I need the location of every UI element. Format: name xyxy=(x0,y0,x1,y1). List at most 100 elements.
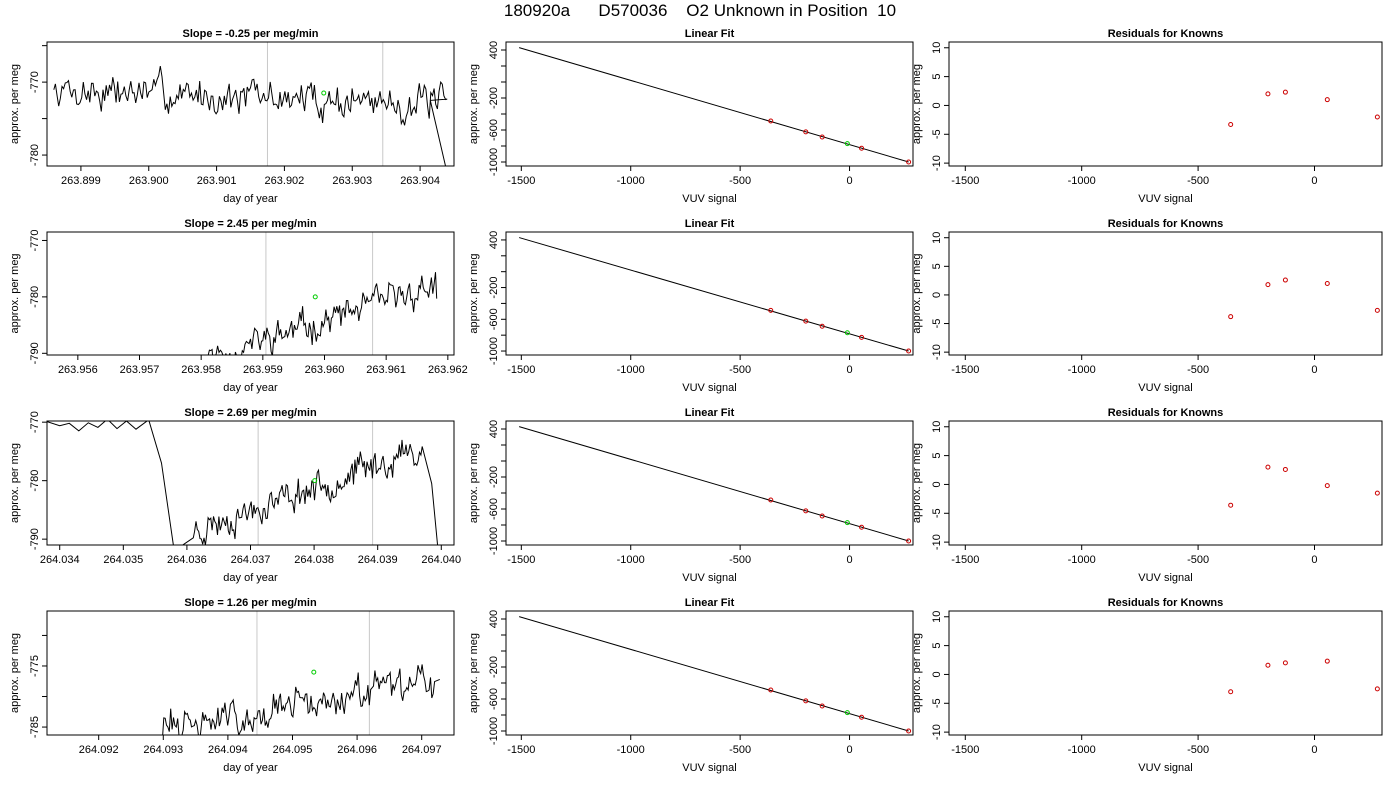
y-axis-label: approx. per meg xyxy=(911,253,923,333)
known-point xyxy=(819,703,825,709)
y-tick-label: -780 xyxy=(29,286,41,308)
panel-title: Slope = 1.26 per meg/min xyxy=(184,597,317,609)
known-point xyxy=(1324,97,1330,103)
y-tick-label: 400 xyxy=(488,41,500,59)
x-tick-label: 264.034 xyxy=(40,554,80,566)
known-point xyxy=(1282,660,1288,666)
panel-title: Linear Fit xyxy=(685,28,735,40)
panel-title: Slope = 2.69 per meg/min xyxy=(184,407,317,419)
plot-area xyxy=(207,272,438,355)
y-tick-label: 5 xyxy=(931,453,943,459)
x-tick-label: -1500 xyxy=(951,554,979,566)
known-point xyxy=(1265,282,1271,288)
panel-title: Linear Fit xyxy=(685,597,735,609)
y-tick-label: -600 xyxy=(488,308,500,330)
known-point xyxy=(859,524,865,530)
known-point xyxy=(1324,483,1330,489)
x-tick-label: -500 xyxy=(1187,744,1209,756)
y-tick-label: -780 xyxy=(29,144,41,166)
panel-7: Slope = 2.69 per meg/min 264.034 264.035 26… xyxy=(9,407,461,584)
x-axis-label: VUV signal xyxy=(1138,762,1192,774)
known-point xyxy=(768,687,774,693)
y-axis-label: approx. per meg xyxy=(911,633,923,713)
x-tick-label: 0 xyxy=(846,554,852,566)
data-trace xyxy=(53,66,448,166)
x-tick-label: 263.958 xyxy=(181,364,221,376)
panel-title: Linear Fit xyxy=(685,407,735,419)
known-point xyxy=(1282,277,1288,283)
y-tick-label: -200 xyxy=(488,656,500,678)
panel-4: Slope = 2.45 per meg/min 263.956 263.957 26… xyxy=(9,218,468,394)
panel-title: Slope = -0.25 per meg/min xyxy=(182,28,318,40)
y-tick-label: -770 xyxy=(29,229,41,251)
x-tick-label: 264.093 xyxy=(143,744,183,756)
x-tick-label: 263.903 xyxy=(332,175,372,187)
y-tick-label: 400 xyxy=(488,420,500,438)
y-tick-label: -200 xyxy=(488,277,500,299)
y-axis-label: approx. per meg xyxy=(911,64,923,144)
data-trace xyxy=(47,421,439,545)
x-axis-label: VUV signal xyxy=(682,382,736,394)
panel-11: Linear Fit -1500 -1000 -500 0 -1000 -600 -200 40… xyxy=(468,597,914,774)
x-tick-label: -1500 xyxy=(951,744,979,756)
known-point xyxy=(803,129,809,135)
x-tick-label: -1000 xyxy=(1068,175,1096,187)
y-tick-label: -5 xyxy=(931,508,943,518)
plot-frame xyxy=(46,420,455,546)
x-tick-label: 264.040 xyxy=(421,554,461,566)
x-tick-label: 264.035 xyxy=(103,554,143,566)
known-point xyxy=(768,497,774,503)
plot-frame xyxy=(948,610,1383,736)
y-tick-label: -5 xyxy=(931,319,943,329)
panel-title: Residuals for Knowns xyxy=(1108,28,1224,40)
y-axis-label: approx. per meg xyxy=(9,443,21,523)
y-axis-label: approx. per meg xyxy=(468,633,480,713)
known-point xyxy=(1374,490,1380,496)
y-tick-label: 5 xyxy=(931,643,943,649)
known-point xyxy=(1374,686,1380,692)
unknown-point xyxy=(844,710,850,716)
y-tick-label: -775 xyxy=(29,655,41,677)
x-tick-label: -500 xyxy=(1187,175,1209,187)
x-axis-label: VUV signal xyxy=(682,762,736,774)
x-tick-label: 263.956 xyxy=(58,364,98,376)
plot-frame xyxy=(505,231,914,356)
plot-area xyxy=(162,664,440,735)
x-tick-label: 0 xyxy=(846,364,852,376)
panel-title: Residuals for Knowns xyxy=(1108,407,1224,419)
known-point xyxy=(1324,658,1330,664)
y-tick-label: -780 xyxy=(29,470,41,492)
y-tick-label: -1000 xyxy=(488,717,500,745)
x-tick-label: -1000 xyxy=(617,175,645,187)
plot-frame xyxy=(505,420,914,546)
plot-frame xyxy=(46,610,455,736)
unknown-point xyxy=(312,478,318,484)
x-tick-label: 263.957 xyxy=(120,364,160,376)
y-tick-label: -600 xyxy=(488,119,500,141)
x-tick-label: -1500 xyxy=(507,175,535,187)
known-point xyxy=(819,323,825,329)
y-tick-label: 10 xyxy=(931,421,943,433)
unknown-point xyxy=(844,330,850,336)
x-tick-label: 263.961 xyxy=(366,364,406,376)
y-tick-label: -10 xyxy=(931,534,943,550)
x-tick-label: 263.900 xyxy=(129,175,169,187)
plot-area xyxy=(518,237,912,354)
plot-area xyxy=(518,47,912,165)
fit-line xyxy=(518,237,909,352)
x-tick-label: 264.096 xyxy=(337,744,377,756)
y-tick-label: 5 xyxy=(931,263,943,269)
y-tick-label: -200 xyxy=(488,466,500,488)
x-tick-label: 263.902 xyxy=(265,175,305,187)
y-tick-label: -1000 xyxy=(488,337,500,365)
plot-frame xyxy=(505,610,914,736)
known-point xyxy=(1228,689,1234,695)
plot-area xyxy=(1228,89,1380,127)
plot-frame xyxy=(948,231,1383,356)
x-tick-label: -500 xyxy=(729,364,751,376)
panel-12: Residuals for Knowns -1500 -1000 -500 0 -10 -5… xyxy=(911,597,1383,774)
x-tick-label: 263.962 xyxy=(428,364,468,376)
x-tick-label: 264.036 xyxy=(167,554,207,566)
x-tick-label: -1500 xyxy=(507,554,535,566)
